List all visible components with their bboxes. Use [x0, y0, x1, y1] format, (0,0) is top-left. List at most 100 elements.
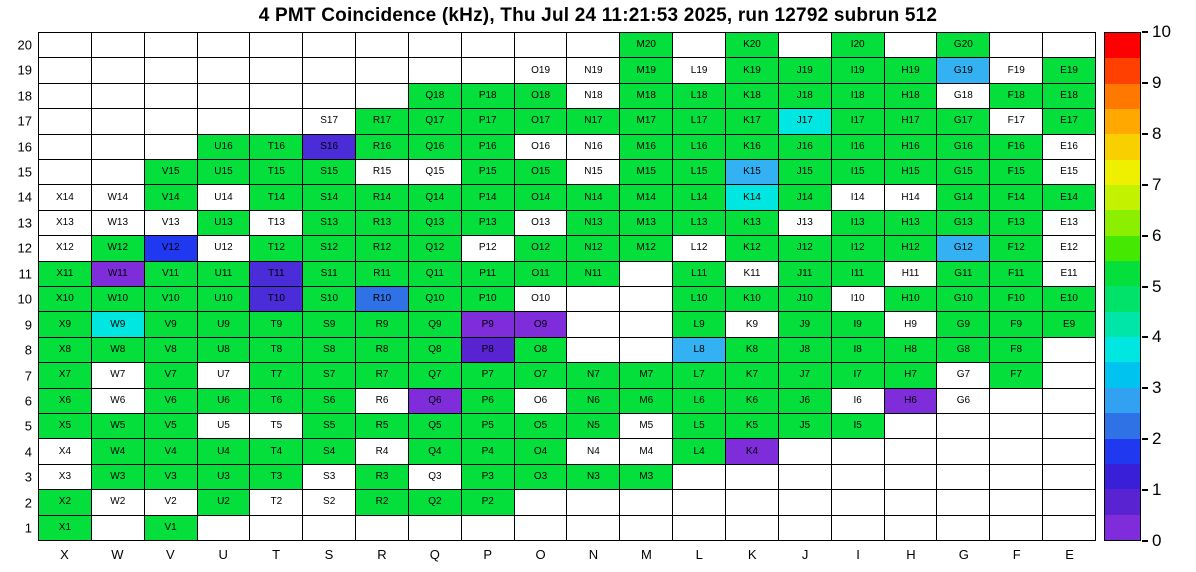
heatmap-cell: R5: [356, 413, 408, 439]
heatmap-cell: Q13: [408, 210, 461, 236]
heatmap-cell: N12: [567, 236, 620, 261]
heatmap-cell: K14: [726, 185, 778, 210]
x-axis-label: U: [218, 547, 228, 562]
heatmap-cell: V1: [144, 515, 197, 540]
heatmap-cell: U11: [197, 261, 250, 286]
heatmap-cell: N5: [567, 413, 620, 439]
x-axis-label: M: [640, 547, 652, 562]
colorbar-segment: [1105, 261, 1140, 287]
heatmap-cell: W13: [91, 210, 144, 236]
x-axis-label: E: [1065, 547, 1074, 562]
heatmap-plot: M20 K20 I20 G20 O19 N19 M19 L19 K19 J19 I19 H19 G19 F…: [38, 32, 1096, 541]
colorbar-tick: [1142, 285, 1148, 288]
colorbar-segment: [1105, 109, 1140, 135]
heatmap-cell: N7: [567, 363, 620, 388]
heatmap-cell: J18: [778, 83, 831, 109]
heatmap-cell: I15: [831, 159, 884, 185]
heatmap-cell: K5: [726, 413, 778, 439]
heatmap-cell: P8: [461, 337, 514, 363]
heatmap-cell: O9: [514, 312, 567, 337]
heatmap-cell: K6: [726, 388, 778, 413]
heatmap-cell: K17: [726, 109, 778, 134]
heatmap-cell: R10: [356, 286, 408, 312]
y-axis-label: 19: [17, 62, 32, 78]
heatmap-cell: [831, 439, 884, 464]
heatmap-cell: E19: [1043, 58, 1095, 83]
colorbar-tick: [1142, 81, 1148, 84]
heatmap-cell: [884, 464, 937, 490]
heatmap-cell: [356, 33, 408, 58]
heatmap-cell: H15: [884, 159, 937, 185]
heatmap-cell: L11: [673, 261, 726, 286]
heatmap-cell: [673, 464, 726, 490]
heatmap-cell: W11: [91, 261, 144, 286]
heatmap-cell: [250, 109, 303, 134]
heatmap-cell: T12: [250, 236, 303, 261]
heatmap-cell: [831, 490, 884, 515]
heatmap-cell: [250, 33, 303, 58]
heatmap-cell: O5: [514, 413, 567, 439]
heatmap-cell: U6: [197, 388, 250, 413]
heatmap-cell: [673, 33, 726, 58]
heatmap-cell: P17: [461, 109, 514, 134]
heatmap-cell: P7: [461, 363, 514, 388]
heatmap-cell: [778, 33, 831, 58]
heatmap-cell: Q7: [408, 363, 461, 388]
heatmap-cell: H12: [884, 236, 937, 261]
heatmap-cell: I5: [831, 413, 884, 439]
heatmap-cell: [144, 109, 197, 134]
heatmap-cell: Q6: [408, 388, 461, 413]
heatmap-cell: F19: [990, 58, 1043, 83]
heatmap-cell: V10: [144, 286, 197, 312]
heatmap-cell: [356, 515, 408, 540]
heatmap-cell: [461, 515, 514, 540]
heatmap-cell: W3: [91, 464, 144, 490]
heatmap-cell: [144, 134, 197, 159]
heatmap-cell: W10: [91, 286, 144, 312]
heatmap-cell: O12: [514, 236, 567, 261]
x-axis-label: R: [377, 547, 387, 562]
heatmap-cell: [303, 33, 356, 58]
heatmap-cell: [144, 58, 197, 83]
heatmap-cell: J19: [778, 58, 831, 83]
heatmap-cell: R16: [356, 134, 408, 159]
x-axis-label: F: [1012, 547, 1021, 562]
colorbar-segment: [1105, 58, 1140, 84]
heatmap-cell: W8: [91, 337, 144, 363]
heatmap-cell: [461, 58, 514, 83]
heatmap-cell: P10: [461, 286, 514, 312]
heatmap-cell: F12: [990, 236, 1043, 261]
heatmap-grid: M20 K20 I20 G20 O19 N19 M19 L19 K19 J19 I19 H19 G19 F…: [39, 33, 1095, 540]
heatmap-cell: [303, 83, 356, 109]
heatmap-cell: [250, 58, 303, 83]
heatmap-cell: F8: [990, 337, 1043, 363]
heatmap-cell: [567, 515, 620, 540]
heatmap-cell: S3: [303, 464, 356, 490]
heatmap-cell: O16: [514, 134, 567, 159]
heatmap-cell: Q5: [408, 413, 461, 439]
heatmap-cell: [303, 515, 356, 540]
heatmap-cell: K4: [726, 439, 778, 464]
heatmap-cell: [673, 490, 726, 515]
heatmap-cell: X1: [39, 515, 91, 540]
heatmap-cell: P14: [461, 185, 514, 210]
heatmap-cell: F13: [990, 210, 1043, 236]
y-axis-label: 8: [24, 342, 32, 358]
heatmap-cell: S14: [303, 185, 356, 210]
heatmap-cell: O4: [514, 439, 567, 464]
heatmap-cell: S8: [303, 337, 356, 363]
heatmap-cell: R8: [356, 337, 408, 363]
heatmap-cell: X5: [39, 413, 91, 439]
x-axis-label: J: [801, 547, 809, 562]
heatmap-cell: [461, 33, 514, 58]
heatmap-cell: [726, 515, 778, 540]
colorbar-segment: [1105, 413, 1140, 439]
heatmap-cell: V15: [144, 159, 197, 185]
heatmap-cell: S4: [303, 439, 356, 464]
heatmap-cell: P16: [461, 134, 514, 159]
y-axis-label: 15: [17, 164, 32, 180]
heatmap-cell: [567, 33, 620, 58]
heatmap-cell: X13: [39, 210, 91, 236]
heatmap-cell: V5: [144, 413, 197, 439]
heatmap-cell: H11: [884, 261, 937, 286]
